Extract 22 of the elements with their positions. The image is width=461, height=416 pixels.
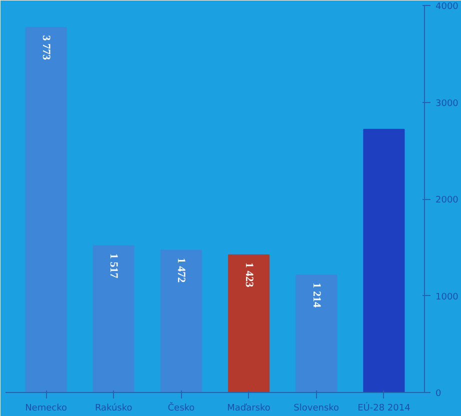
x-tick-label: Maďarsko: [227, 404, 271, 414]
y-tick-label: 0: [436, 389, 442, 399]
bar: [160, 250, 202, 392]
x-tick-label: Slovensko: [294, 404, 340, 414]
bar: [25, 26, 67, 392]
data-label: 1 423: [242, 262, 255, 288]
x-tick-label: Česko: [168, 402, 196, 414]
x-tick-label: EÚ-28 2014: [358, 402, 411, 414]
data-label: 1 472: [175, 258, 188, 284]
y-tick-label: 4000: [436, 2, 459, 12]
data-label: 1 517: [108, 253, 120, 279]
y-tick-label: 3000: [436, 98, 459, 109]
x-tick-label: Rakúsko: [94, 402, 133, 414]
y-tick-label: 1000: [436, 292, 459, 302]
data-label: 3 773: [40, 35, 52, 60]
bar: [363, 128, 405, 392]
bar: [296, 274, 338, 392]
bar: [228, 254, 270, 392]
bar: [92, 245, 134, 392]
data-label: 1 214: [310, 282, 322, 308]
y-tick-label: 2000: [436, 196, 459, 206]
x-tick-label: Nemecko: [25, 404, 68, 414]
